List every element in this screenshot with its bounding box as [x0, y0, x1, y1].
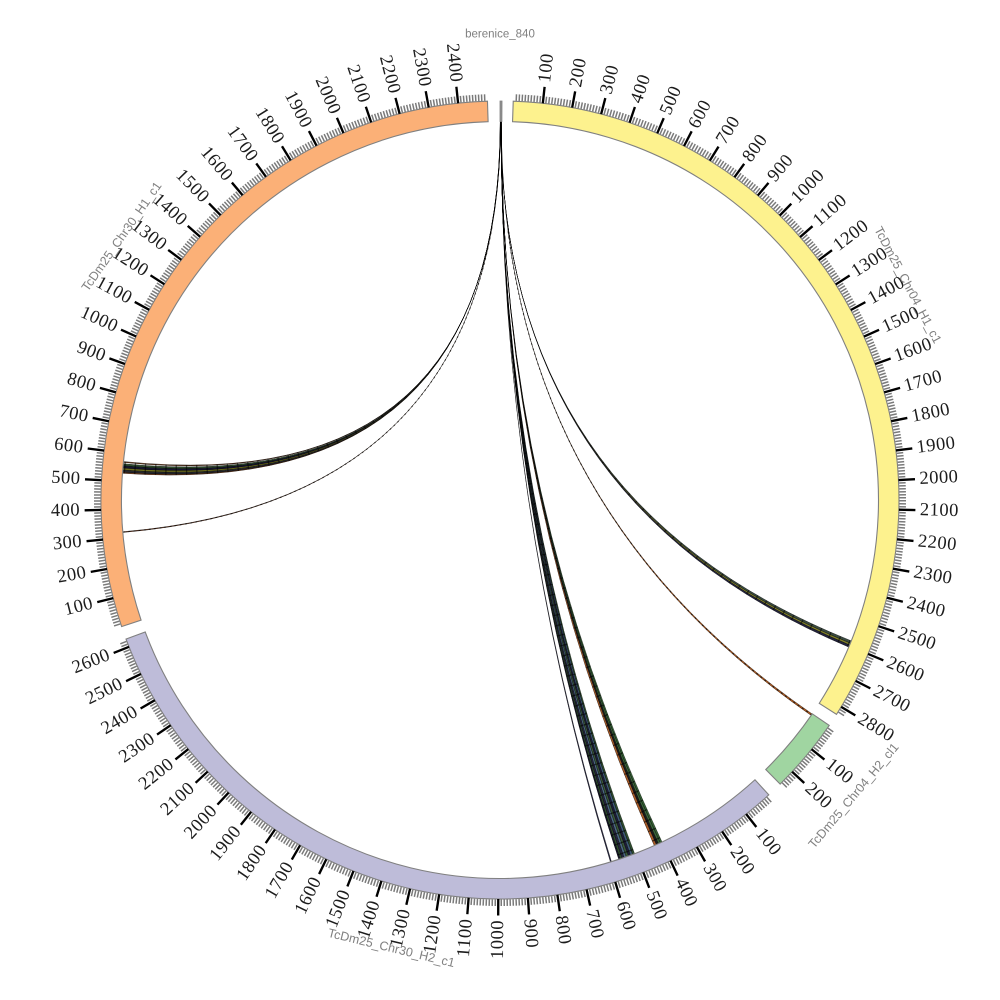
svg-text:100: 100 — [535, 52, 558, 83]
svg-text:2000: 2000 — [919, 467, 959, 489]
svg-text:800: 800 — [551, 914, 575, 946]
svg-text:400: 400 — [51, 500, 81, 521]
svg-text:berenice_840: berenice_840 — [465, 29, 535, 41]
svg-text:300: 300 — [52, 532, 83, 555]
svg-text:2400: 2400 — [442, 42, 466, 83]
svg-text:900: 900 — [519, 918, 541, 949]
svg-text:1100: 1100 — [454, 918, 477, 958]
svg-text:1900: 1900 — [916, 433, 957, 458]
svg-text:600: 600 — [53, 434, 85, 457]
svg-text:1000: 1000 — [488, 920, 508, 959]
svg-text:200: 200 — [56, 563, 88, 588]
svg-text:2100: 2100 — [920, 500, 959, 521]
svg-text:2200: 2200 — [917, 531, 958, 555]
svg-text:500: 500 — [51, 468, 81, 489]
